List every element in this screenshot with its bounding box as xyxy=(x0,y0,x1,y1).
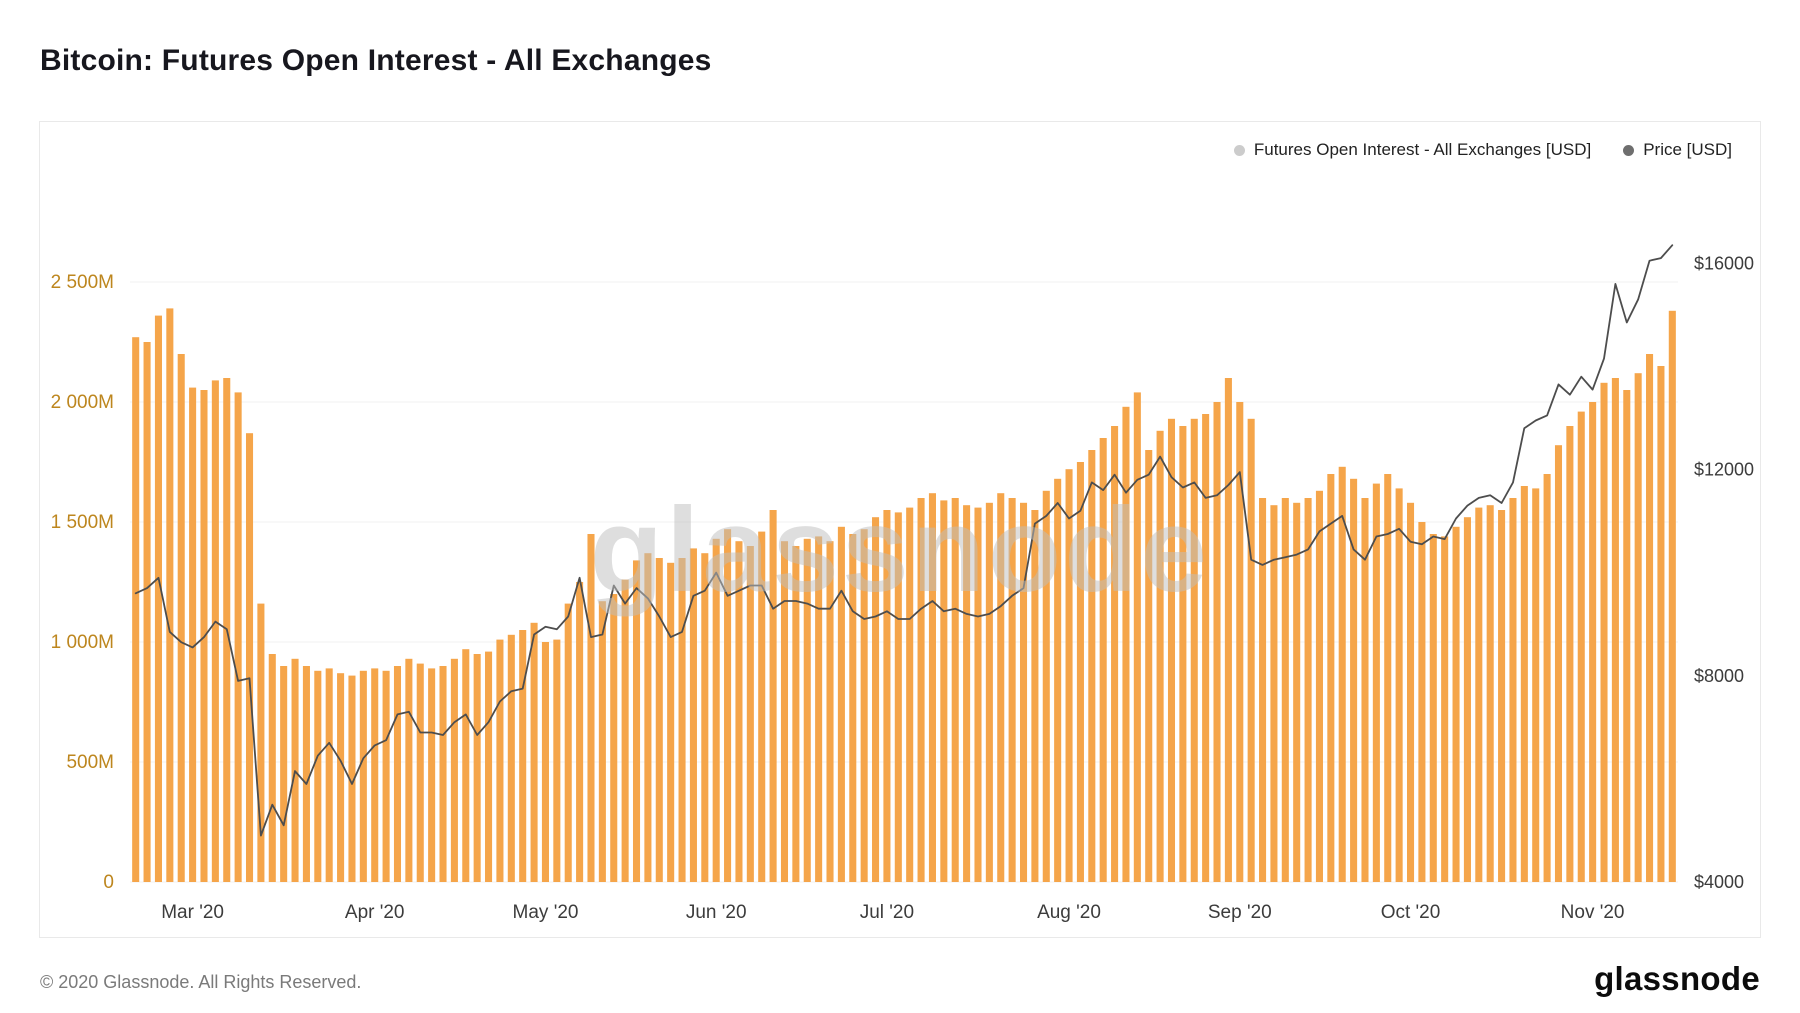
svg-text:Oct '20: Oct '20 xyxy=(1381,902,1441,923)
svg-text:$8000: $8000 xyxy=(1694,666,1744,686)
svg-text:Mar '20: Mar '20 xyxy=(161,902,224,923)
svg-text:1 000M: 1 000M xyxy=(51,632,114,653)
open-interest-bars[interactable] xyxy=(132,308,1676,883)
legend-item-price[interactable]: Price [USD] xyxy=(1623,140,1732,160)
footer-copyright: © 2020 Glassnode. All Rights Reserved. xyxy=(40,972,362,992)
svg-text:May '20: May '20 xyxy=(513,902,579,923)
svg-text:2 500M: 2 500M xyxy=(51,272,114,293)
svg-text:2 000M: 2 000M xyxy=(51,392,114,413)
svg-text:Aug '20: Aug '20 xyxy=(1037,902,1101,923)
legend-label-price: Price [USD] xyxy=(1643,140,1732,159)
left-axis-labels: 0 500M 1 000M 1 500M 2 000M 2 500M xyxy=(51,272,114,893)
price-line[interactable] xyxy=(134,244,1674,837)
brand-logo: glassnode xyxy=(1594,960,1760,997)
legend-dot-open-interest xyxy=(1233,144,1245,156)
svg-text:Jun '20: Jun '20 xyxy=(686,902,747,923)
legend-item-open-interest[interactable]: Futures Open Interest - All Exchanges [U… xyxy=(1233,140,1592,160)
svg-text:1 500M: 1 500M xyxy=(51,512,114,533)
svg-text:Nov '20: Nov '20 xyxy=(1561,902,1625,923)
svg-text:$4000: $4000 xyxy=(1694,872,1744,892)
page-title: Bitcoin: Futures Open Interest - All Exc… xyxy=(40,44,712,77)
x-axis-labels: Mar '20 Apr '20 May '20 Jun '20 Jul '20 Aug '… xyxy=(161,902,1624,923)
svg-text:500M: 500M xyxy=(66,752,114,773)
legend-dot-price xyxy=(1623,144,1635,156)
legend-label-open-interest: Futures Open Interest - All Exchanges [U… xyxy=(1253,140,1592,159)
svg-text:0: 0 xyxy=(103,872,114,893)
right-axis-labels: $4000 $8000 $12000 $16000 xyxy=(1694,253,1754,892)
svg-text:$16000: $16000 xyxy=(1694,253,1754,273)
svg-text:Jul '20: Jul '20 xyxy=(860,902,914,923)
chart-card: Futures Open Interest - All Exchanges [U… xyxy=(39,121,1761,938)
svg-text:$12000: $12000 xyxy=(1694,460,1754,480)
chart-legend: Futures Open Interest - All Exchanges [U… xyxy=(1233,140,1732,160)
svg-text:Sep '20: Sep '20 xyxy=(1208,902,1272,923)
svg-text:Apr '20: Apr '20 xyxy=(345,902,405,923)
